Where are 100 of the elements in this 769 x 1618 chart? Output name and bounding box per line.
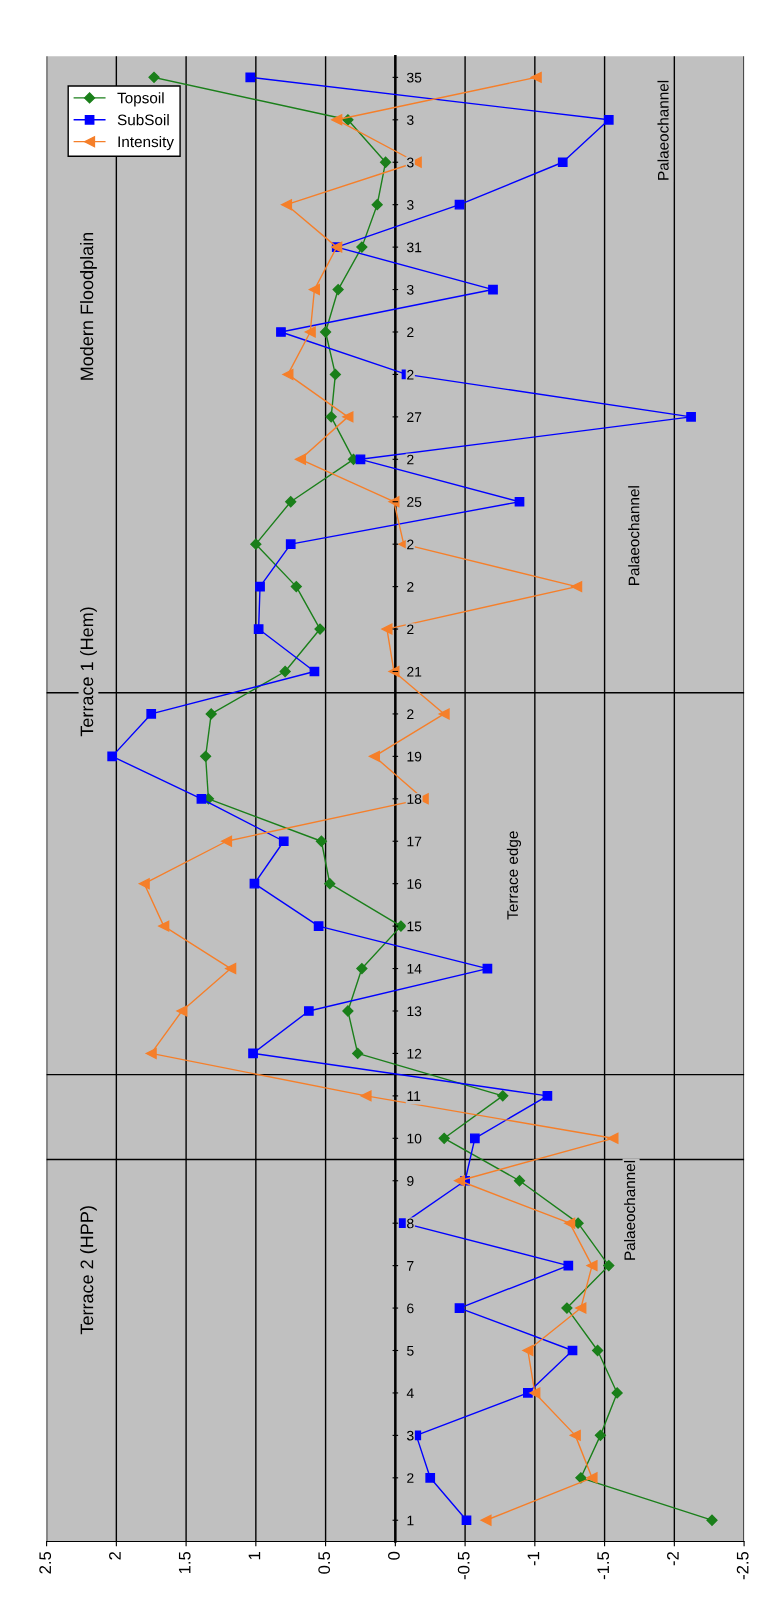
x-tick-label: -1 [527, 1552, 540, 1566]
point [488, 284, 498, 295]
point [454, 199, 465, 210]
y-tick-label: 4 [406, 1388, 414, 1398]
point [379, 156, 392, 168]
point [294, 453, 307, 465]
annotation: Modern Floodplain [80, 232, 97, 380]
point [308, 283, 320, 296]
point [569, 1429, 581, 1441]
y-tick-label: 18 [407, 794, 422, 804]
point [571, 581, 583, 593]
point [530, 71, 542, 83]
legend-label: Topsoil [117, 92, 164, 107]
y-tick-label: 2 [407, 327, 414, 338]
point [356, 241, 368, 253]
annotation: Terrace edge [506, 831, 522, 920]
legend-label: Intensity [118, 135, 174, 151]
y-tick-label: 31 [406, 242, 422, 253]
point [575, 1302, 587, 1314]
y-tick-label: 7 [407, 1261, 414, 1271]
point [331, 114, 343, 126]
y-tick-label: 2 [407, 1473, 414, 1483]
legend-label: SubSoil [117, 114, 169, 126]
point [360, 1090, 372, 1102]
y-tick-label: 3 [406, 200, 414, 210]
y-tick-label: 2 [407, 454, 414, 465]
point [205, 708, 217, 720]
point [285, 539, 296, 550]
point [425, 1472, 436, 1483]
point [325, 411, 337, 423]
point [255, 581, 265, 592]
point [611, 1387, 623, 1399]
point [586, 1260, 598, 1272]
y-tick-label: 3 [406, 284, 414, 295]
point [461, 1515, 472, 1526]
y-tick-label: 9 [407, 1176, 414, 1186]
y-tick-label: 27 [407, 412, 422, 422]
point [319, 326, 332, 338]
point [355, 454, 366, 465]
point [280, 199, 293, 211]
point [176, 1005, 188, 1017]
point [313, 921, 324, 931]
point [497, 1090, 509, 1102]
y-tick-label: 12 [407, 1048, 422, 1059]
point [220, 835, 233, 847]
annotation: Palaeochannel [657, 80, 669, 180]
point [514, 496, 525, 507]
x-tick-label: -1.5 [597, 1551, 610, 1580]
point [686, 412, 696, 422]
annotation: Palaeochannel [628, 486, 640, 585]
point [290, 581, 302, 593]
point [148, 71, 160, 83]
point [513, 1175, 526, 1187]
point [332, 283, 344, 296]
point [200, 750, 212, 762]
point [454, 1303, 465, 1313]
y-tick-label: 15 [407, 921, 422, 932]
y-tick-label: 6 [407, 1303, 414, 1314]
y-tick-label: 2 [407, 581, 414, 592]
point [352, 1047, 364, 1060]
point [356, 962, 368, 975]
point [381, 623, 393, 635]
x-tick-label: 0 [388, 1551, 400, 1560]
point [388, 665, 400, 678]
point [329, 368, 341, 381]
y-tick-label: 2 [407, 539, 414, 550]
point [575, 1472, 587, 1484]
point [304, 326, 316, 338]
y-tick-label: 17 [407, 836, 422, 847]
x-tick-label: 0.5 [318, 1551, 331, 1574]
point [603, 114, 614, 125]
annotation: Terrace 1 (Hem) [80, 607, 97, 737]
point [158, 920, 170, 932]
y-tick-label: 1 [407, 1515, 414, 1526]
point [225, 963, 237, 975]
point [342, 411, 354, 423]
x-tick-label: -2.5 [736, 1551, 749, 1580]
point [138, 878, 150, 890]
point [561, 1302, 573, 1314]
point [303, 1006, 314, 1016]
point [276, 327, 286, 337]
y-tick-label: 3 [406, 157, 414, 168]
x-tick-label: 2.5 [39, 1551, 52, 1574]
point [146, 709, 157, 719]
point [563, 1260, 574, 1271]
y-tick-label: 8 [407, 1218, 414, 1229]
x-tick-label: -2 [667, 1552, 679, 1566]
point [522, 1344, 534, 1357]
point [245, 72, 256, 83]
point [586, 1472, 598, 1484]
y-tick-label: 25 [407, 497, 422, 507]
y-tick-label: 3 [406, 1430, 414, 1441]
y-tick-label: 11 [407, 1091, 421, 1101]
point [279, 665, 291, 678]
point [250, 538, 262, 550]
x-tick-label: 2 [109, 1552, 121, 1560]
y-tick-label: 2 [407, 369, 414, 380]
y-tick-label: 35 [406, 72, 422, 83]
point [706, 1514, 718, 1526]
y-tick-label: 19 [407, 751, 422, 762]
